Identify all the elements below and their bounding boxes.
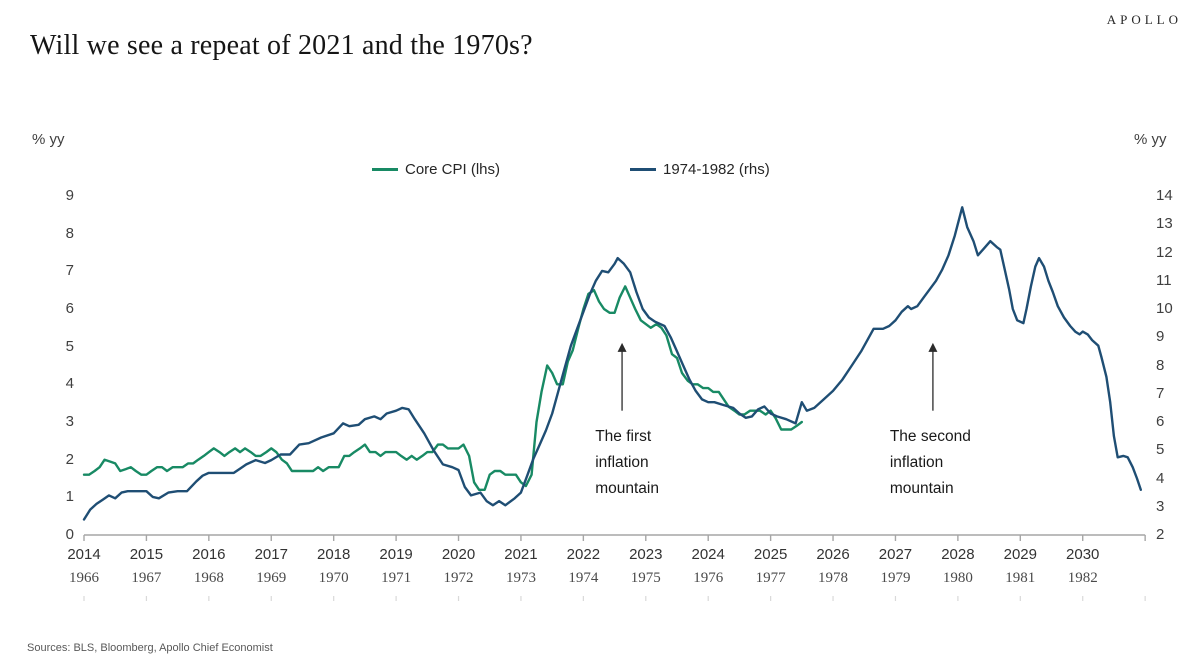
left-axis-tick-label: 4 [65, 375, 74, 393]
x-axis-year-label-top: 2028 [941, 546, 975, 563]
x-axis-year-label-top: 2014 [67, 546, 101, 563]
x-axis-year-label-top: 2020 [441, 546, 476, 563]
right-axis-tick-label: 12 [1156, 243, 1173, 261]
x-axis-year-label-top: 2029 [1003, 546, 1037, 563]
legend-item-1974-1982: 1974-1982 (rhs) [630, 161, 770, 178]
right-axis-tick-label: 3 [1156, 497, 1165, 515]
x-axis-year-label-bottom: 1967 [131, 570, 162, 586]
left-axis-tick-label: 0 [65, 526, 74, 543]
left-axis-tick-label: 2 [65, 450, 74, 468]
right-axis-tick-label: 8 [1156, 356, 1165, 374]
x-axis-year-label-top: 2016 [192, 546, 226, 563]
x-axis-year-label-top: 2027 [878, 546, 913, 563]
x-axis-year-label-bottom: 1980 [942, 570, 973, 586]
x-axis-year-label-bottom: 1966 [69, 570, 99, 586]
x-axis-year-label-top: 2024 [691, 546, 725, 563]
x-axis-year-label-top: 2026 [816, 546, 850, 563]
x-axis-year-label-top: 2017 [254, 546, 288, 563]
x-axis-year-label-bottom: 1981 [1005, 570, 1036, 586]
right-axis-tick-label: 5 [1156, 441, 1165, 459]
series-1974-1982-line-swatch [630, 168, 656, 171]
x-axis-year-label-bottom: 1969 [256, 570, 287, 586]
x-axis-year-label-bottom: 1968 [193, 570, 224, 586]
right-axis-tick-label: 7 [1156, 384, 1165, 402]
right-axis-tick-label: 6 [1156, 413, 1165, 430]
x-axis-year-label-top: 2018 [316, 546, 351, 563]
annotation-arrow-head-1 [617, 342, 627, 352]
left-axis-tick-label: 9 [65, 187, 74, 204]
x-axis-year-label-top: 2023 [629, 546, 663, 563]
left-axis-tick-label: 5 [65, 337, 74, 355]
x-axis-year-label-bottom: 1970 [318, 570, 349, 586]
x-axis-year-label-top: 2021 [504, 546, 538, 563]
page-title: Will we see a repeat of 2021 and the 197… [30, 30, 533, 61]
x-axis-year-label-bottom: 1979 [880, 570, 911, 586]
left-axis-tick-label: 6 [65, 300, 74, 317]
x-axis-year-label-bottom: 1971 [381, 570, 412, 586]
x-axis-year-label-top: 2022 [566, 546, 601, 563]
legend-label-1974-1982: 1974-1982 (rhs) [663, 161, 770, 178]
left-axis-tick-label: 1 [65, 488, 74, 506]
legend-item-core-cpi: Core CPI (lhs) [372, 161, 500, 178]
left-axis-tick-label: 8 [65, 224, 74, 242]
right-axis-unit-label: % yy [1134, 131, 1167, 148]
right-axis-tick-label: 13 [1156, 215, 1173, 233]
x-axis-year-label-top: 2015 [129, 546, 164, 563]
right-axis-tick-label: 10 [1156, 300, 1173, 317]
core-cpi-line-swatch [372, 168, 398, 171]
annotation-arrow-head-2 [928, 342, 938, 352]
left-axis-tick-label: 7 [65, 262, 74, 280]
source-note: Sources: BLS, Bloomberg, Apollo Chief Ec… [27, 642, 273, 654]
series-line-core-cpi-lhs- [82, 285, 803, 491]
right-axis-tick-label: 2 [1156, 526, 1165, 543]
x-axis-year-label-bottom: 1982 [1067, 570, 1098, 586]
apollo-logo: APOLLO [1106, 12, 1182, 27]
x-axis-year-label-top: 2019 [379, 546, 413, 563]
x-axis-year-label-bottom: 1976 [693, 570, 724, 586]
x-axis-year-label-bottom: 1973 [505, 570, 536, 586]
left-axis-tick-label: 3 [65, 413, 74, 430]
annotation-text-2: The second inflation mountain [889, 427, 971, 497]
x-axis-year-label-top: 2025 [753, 546, 788, 563]
x-axis-year-label-bottom: 1978 [818, 570, 849, 586]
left-axis-unit-label: % yy [32, 131, 65, 148]
x-axis-year-label-bottom: 1974 [568, 570, 599, 586]
right-axis-tick-label: 14 [1156, 187, 1173, 204]
right-axis-tick-label: 4 [1156, 469, 1165, 487]
legend-label-core-cpi: Core CPI (lhs) [405, 161, 501, 178]
series-line-1974-1982-rhs- [82, 206, 1143, 521]
right-axis-tick-label: 11 [1156, 271, 1172, 289]
x-axis-year-label-bottom: 1972 [443, 570, 474, 586]
right-axis-tick-label: 9 [1156, 328, 1165, 346]
x-axis-year-label-bottom: 1975 [630, 570, 661, 586]
x-axis-year-label-bottom: 1977 [755, 570, 786, 586]
x-axis-year-label-top: 2030 [1066, 546, 1100, 563]
annotation-text-1: The first inflation mountain [595, 427, 659, 497]
